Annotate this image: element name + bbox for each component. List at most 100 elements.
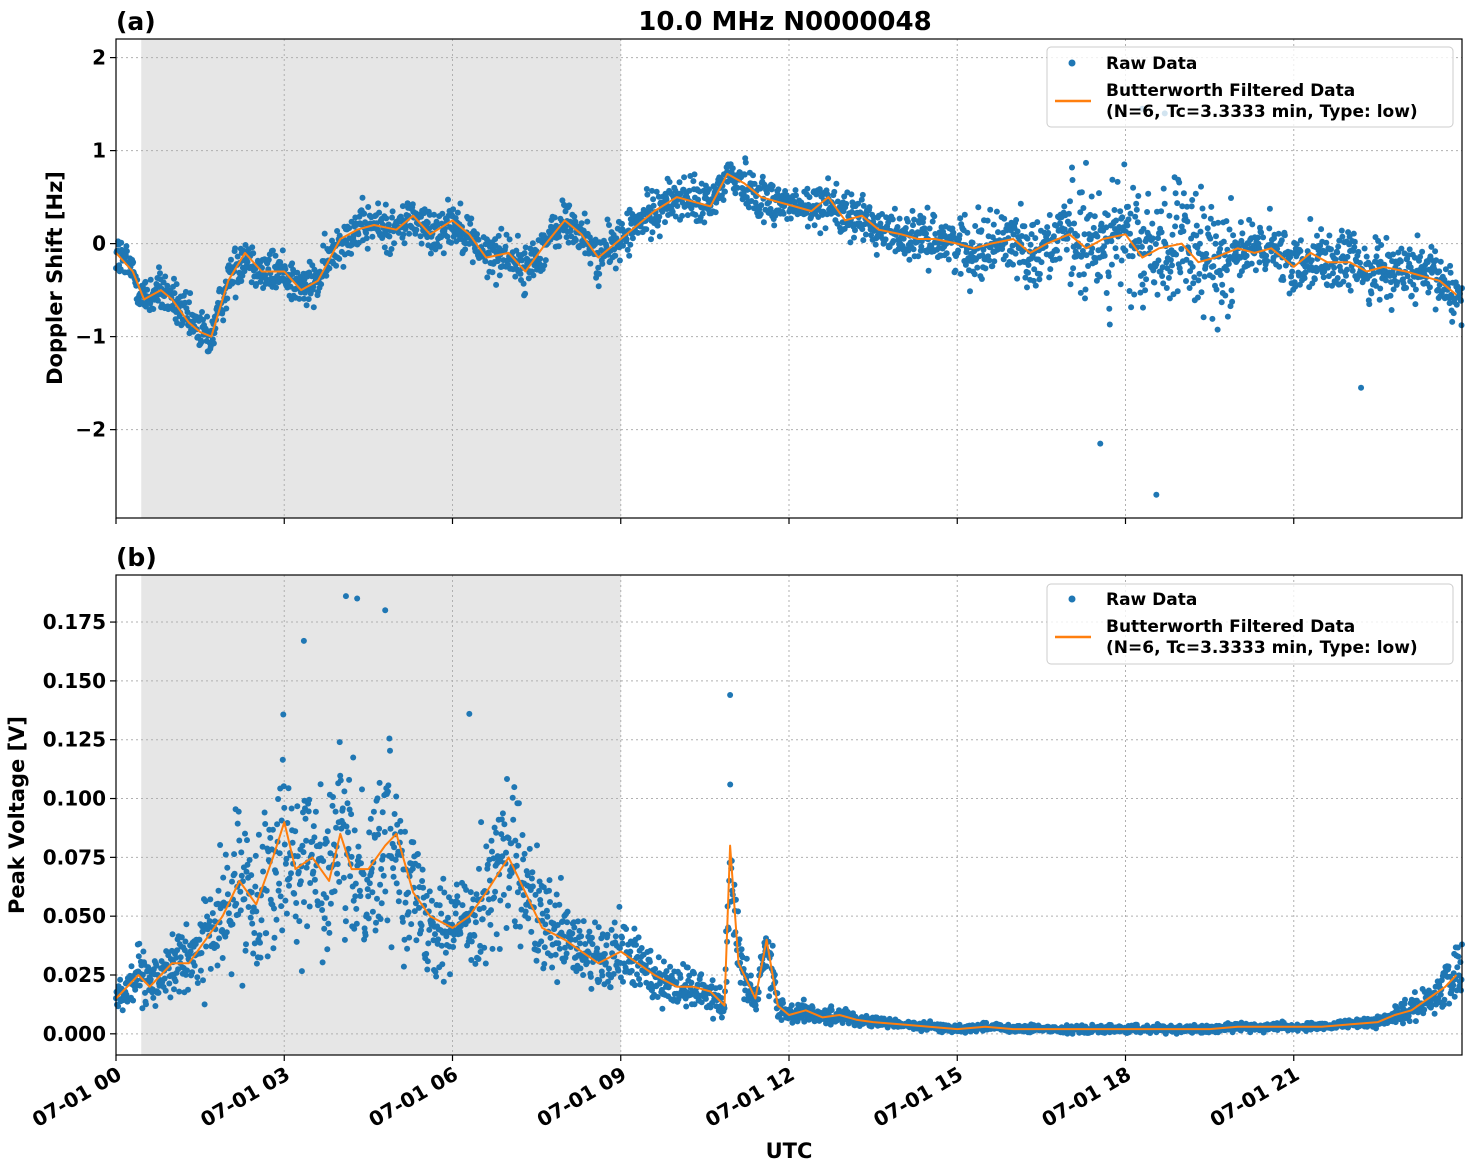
panel-a-raw-point <box>1031 266 1038 273</box>
panel-b-raw-point <box>336 739 343 746</box>
panel-b-peak-voltage: (b) Peak Voltage [V] UTC 0.1750.1500.125… <box>5 543 1465 1163</box>
panel-b-raw-point <box>454 893 461 900</box>
panel-a-raw-point <box>1373 253 1380 260</box>
panel-b-raw-point <box>702 995 709 1002</box>
panel-a-raw-point <box>757 185 764 192</box>
panel-a-raw-point <box>1425 289 1432 296</box>
panel-a-raw-point <box>1036 271 1043 277</box>
panel-a-raw-point <box>1264 258 1271 264</box>
panel-b-raw-point <box>406 934 413 941</box>
panel-a-raw-point <box>1338 227 1345 234</box>
panel-a-raw-point <box>978 276 985 282</box>
panel-a-ylabel: Doppler Shift [Hz] <box>43 171 67 385</box>
panel-a-raw-point <box>320 242 327 249</box>
panel-a-raw-point <box>982 265 989 272</box>
panel-b-raw-point <box>555 940 562 947</box>
panel-a-raw-point <box>1218 299 1225 306</box>
panel-a-raw-point <box>1297 237 1304 244</box>
panel-a-raw-point <box>244 259 251 265</box>
panel-b-raw-point <box>612 933 619 940</box>
panel-b-raw-point <box>275 796 282 802</box>
panel-b-raw-point <box>255 831 262 838</box>
panel-a-raw-point <box>1347 287 1354 294</box>
panel-b-raw-point <box>197 967 204 974</box>
panel-a-raw-point <box>130 259 137 266</box>
panel-b-raw-point <box>488 907 494 914</box>
panel-a-raw-point <box>228 256 234 263</box>
panel-a-raw-point <box>1223 267 1230 274</box>
panel-b-raw-point <box>436 902 443 909</box>
panel-b-raw-point <box>557 874 564 881</box>
panel-a-raw-point <box>401 240 408 247</box>
panel-a-legend: Raw Data Butterworth Filtered Data (N=6,… <box>1046 46 1454 128</box>
panel-a-raw-point <box>399 203 406 210</box>
panel-a-raw-point <box>1192 190 1199 197</box>
panel-a-raw-point <box>400 231 407 238</box>
panel-b-raw-point <box>416 904 422 911</box>
panel-a-raw-point <box>1021 223 1028 230</box>
panel-b-raw-point <box>710 1015 717 1022</box>
panel-a-raw-point <box>915 253 922 260</box>
panel-b-raw-point <box>277 893 284 900</box>
panel-b-raw-point <box>379 809 386 816</box>
panel-a-raw-point <box>825 175 832 182</box>
panel-a-raw-point <box>365 204 372 210</box>
panel-b-raw-point <box>223 929 230 936</box>
panel-a-raw-point <box>565 239 572 246</box>
panel-a-raw-point <box>987 206 994 213</box>
panel-b-raw-point <box>594 945 601 952</box>
panel-a-raw-point <box>454 209 461 216</box>
panel-a-raw-point <box>1237 219 1244 226</box>
panel-a-raw-point <box>995 229 1001 236</box>
panel-b-raw-point <box>608 926 615 933</box>
panel-a-raw-point <box>1223 218 1230 225</box>
panel-a-raw-point <box>1027 241 1034 248</box>
panel-a-raw-point <box>860 237 867 244</box>
panel-a-raw-point <box>566 202 573 209</box>
panel-a-raw-point <box>241 268 248 275</box>
panel-a-raw-point <box>1075 243 1082 250</box>
panel-a-raw-point <box>780 210 787 217</box>
panel-a-raw-point <box>980 246 987 253</box>
panel-a-raw-point <box>512 273 519 280</box>
panel-b-raw-point <box>201 1001 208 1008</box>
panel-a-raw-point <box>1101 243 1108 250</box>
panel-a-raw-point <box>1154 291 1161 298</box>
panel-a-raw-point <box>1320 274 1327 281</box>
panel-a-raw-point <box>383 215 390 222</box>
panel-a-raw-point <box>1141 270 1147 277</box>
panel-a-raw-point <box>817 230 824 237</box>
panel-b-raw-point <box>321 925 328 932</box>
panel-b-raw-point <box>627 948 634 955</box>
panel-b-raw-point <box>493 829 500 836</box>
panel-b-raw-point <box>169 931 176 938</box>
panel-a-raw-point <box>859 191 866 198</box>
panel-a-raw-point <box>1131 291 1138 298</box>
panel-a-raw-point <box>1222 292 1229 299</box>
panel-a-raw-point <box>1012 250 1019 257</box>
panel-a-raw-point <box>1010 261 1016 268</box>
panel-a-raw-point <box>1082 286 1089 293</box>
panel-a-raw-point <box>387 251 393 258</box>
panel-b-raw-point <box>189 969 196 976</box>
panel-a-raw-point <box>541 262 548 269</box>
panel-b-raw-point <box>203 943 210 950</box>
panel-b-raw-point <box>496 946 503 952</box>
panel-b-raw-point <box>333 824 340 831</box>
panel-a-raw-point <box>599 260 606 267</box>
panel-b-raw-point <box>428 897 435 904</box>
panel-b-raw-point <box>317 841 323 848</box>
panel-a-raw-point <box>848 191 855 198</box>
panel-b-raw-point <box>305 808 312 815</box>
panel-a-raw-point <box>822 225 829 232</box>
panel-b-raw-point <box>452 910 459 917</box>
panel-b-raw-point <box>373 919 379 926</box>
panel-b-raw-point <box>321 915 328 922</box>
panel-a-raw-point <box>239 272 246 279</box>
panel-a-raw-point <box>775 186 782 193</box>
panel-b-raw-point <box>294 853 301 860</box>
panel-a-raw-point <box>326 265 333 272</box>
panel-a-raw-point <box>123 248 130 255</box>
panel-b-raw-point <box>577 965 584 972</box>
panel-a-raw-point <box>520 280 527 287</box>
